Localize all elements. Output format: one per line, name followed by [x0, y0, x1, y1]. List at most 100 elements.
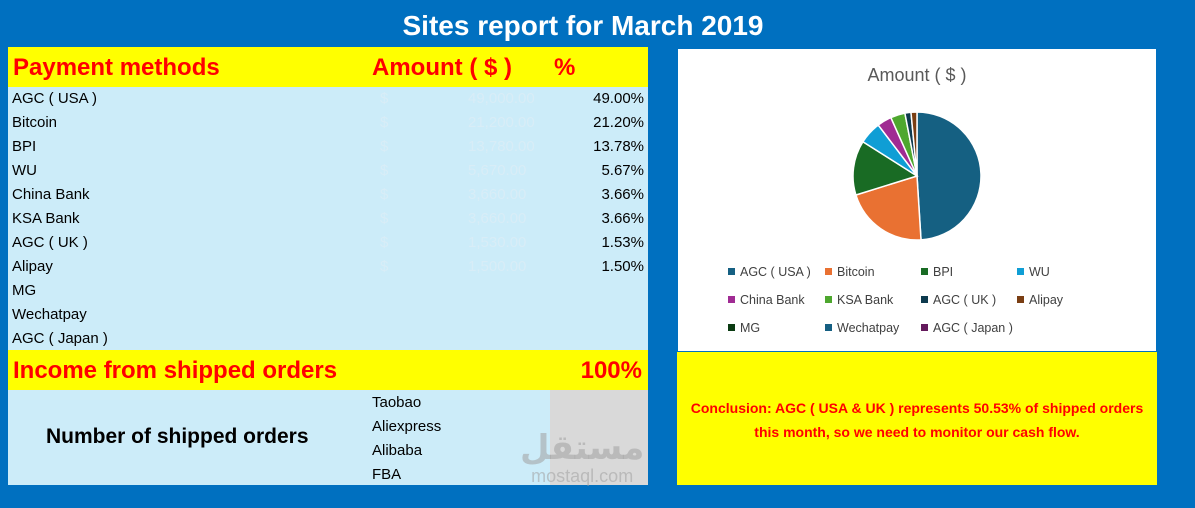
- legend-item: BPI: [921, 265, 953, 279]
- legend-item: KSA Bank: [825, 293, 893, 307]
- payment-method-name: AGC ( USA ): [12, 90, 98, 107]
- currency-symbol: $: [380, 258, 389, 275]
- currency-symbol: $: [380, 90, 389, 107]
- table-row[interactable]: Wechatpay: [8, 303, 648, 327]
- pie-slice[interactable]: [852, 140, 919, 196]
- legend-item: Wechatpay: [825, 321, 899, 335]
- payment-method-name: China Bank: [12, 186, 90, 203]
- legend-item: WU: [1017, 265, 1050, 279]
- table-row[interactable]: Alipay $1,500.00 1.50%: [8, 255, 648, 279]
- table-row[interactable]: KSA Bank $3,660.00 3.66%: [8, 207, 648, 231]
- legend-swatch: [1017, 268, 1024, 275]
- header-percent: %: [554, 54, 576, 81]
- currency-symbol: $: [380, 186, 389, 203]
- legend-swatch: [825, 296, 832, 303]
- conclusion-box: Conclusion: AGC ( USA & UK ) represents …: [677, 352, 1157, 485]
- payment-method-name: AGC ( Japan ): [12, 330, 108, 347]
- chart-title: Amount ( $ ): [867, 65, 967, 85]
- watermark-logo: مستقل mostaql.com: [520, 429, 645, 486]
- legend-label: Alipay: [1029, 293, 1064, 307]
- table-row[interactable]: AGC ( UK ) $1,530.00 1.53%: [8, 231, 648, 255]
- shipped-item: Aliexpress: [372, 418, 442, 435]
- legend-label: WU: [1029, 265, 1050, 279]
- amount-value: 3,660.00: [468, 210, 527, 227]
- legend-item: MG: [728, 321, 760, 335]
- payment-method-name: MG: [12, 282, 37, 299]
- amount-value: 21,200.00: [468, 114, 535, 131]
- table-row[interactable]: BPI $13,780.00 13.78%: [8, 135, 648, 159]
- shipped-item: Taobao: [372, 394, 422, 411]
- percent-value: 49.00%: [593, 90, 644, 107]
- legend-swatch: [728, 324, 735, 331]
- payment-method-name: BPI: [12, 138, 37, 155]
- percent-value: 5.67%: [601, 162, 644, 179]
- income-row: Income from shipped orders 100%: [8, 350, 648, 390]
- percent-value: 1.50%: [601, 258, 644, 275]
- percent-value: 3.66%: [601, 186, 644, 203]
- income-label: Income from shipped orders: [13, 357, 338, 384]
- legend-label: KSA Bank: [837, 293, 894, 307]
- shipped-count-cell[interactable]: [550, 390, 648, 485]
- legend-label: Bitcoin: [837, 265, 875, 279]
- legend-label: AGC ( UK ): [933, 293, 997, 307]
- pie-slice[interactable]: [854, 175, 922, 241]
- legend-label: MG: [740, 321, 761, 335]
- legend-label: AGC ( USA ): [740, 265, 811, 279]
- currency-symbol: $: [380, 210, 389, 227]
- payment-method-name: Alipay: [12, 258, 53, 275]
- table-row[interactable]: China Bank $3,660.00 3.66%: [8, 183, 648, 207]
- legend-item: China Bank: [728, 293, 805, 307]
- payment-method-name: Bitcoin: [12, 114, 58, 131]
- legend-swatch: [921, 268, 928, 275]
- table-row[interactable]: AGC ( USA ) $49,000.00 49.00%: [8, 87, 648, 111]
- amount-value: 49,000.00: [468, 90, 535, 107]
- legend-item: AGC ( Japan ): [921, 321, 1013, 335]
- payment-method-name: AGC ( UK ): [12, 234, 88, 251]
- currency-symbol: $: [380, 162, 389, 179]
- pie-slice[interactable]: [910, 111, 918, 177]
- table-row[interactable]: MG: [8, 279, 648, 303]
- legend-swatch: [728, 268, 735, 275]
- table-row[interactable]: WU $5,670.00 5.67%: [8, 159, 648, 183]
- legend-swatch: [825, 324, 832, 331]
- legend-item: AGC ( USA ): [728, 265, 811, 279]
- legend-label: AGC ( Japan ): [933, 321, 1013, 335]
- legend-swatch: [728, 296, 735, 303]
- payment-method-name: KSA Bank: [12, 210, 80, 227]
- legend-item: Bitcoin: [825, 265, 875, 279]
- shipped-item: Alibaba: [372, 442, 423, 459]
- payment-method-name: WU: [12, 162, 37, 179]
- percent-value: 13.78%: [593, 138, 644, 155]
- amount-value: 13,780.00: [468, 138, 535, 155]
- percent-value: 21.20%: [593, 114, 644, 131]
- income-value: 100%: [580, 357, 642, 384]
- legend-label: BPI: [933, 265, 954, 279]
- amount-value: 1,530.00: [468, 234, 527, 251]
- table-header: Payment methods Amount ( $ ) %: [8, 47, 648, 87]
- header-payment-methods: Payment methods: [13, 54, 220, 81]
- amount-value: 3,660.00: [468, 186, 527, 203]
- amount-value: 1,500.00: [468, 258, 527, 275]
- table-row[interactable]: Bitcoin $21,200.00 21.20%: [8, 111, 648, 135]
- legend-swatch: [1017, 296, 1024, 303]
- payment-table: Payment methods Amount ( $ ) % AGC ( USA…: [8, 47, 648, 485]
- legend-label: Wechatpay: [837, 321, 900, 335]
- currency-symbol: $: [380, 138, 389, 155]
- header-amount: Amount ( $ ): [372, 54, 512, 81]
- legend-label: China Bank: [740, 293, 805, 307]
- percent-value: 3.66%: [601, 210, 644, 227]
- shipped-item: FBA: [372, 466, 402, 483]
- currency-symbol: $: [380, 114, 389, 131]
- legend-swatch: [825, 268, 832, 275]
- currency-symbol: $: [380, 234, 389, 251]
- pie-slice[interactable]: [916, 111, 982, 241]
- shipped-orders-label: Number of shipped orders: [46, 425, 309, 448]
- shipped-orders-list: Taobao Aliexpress Alibaba FBA: [372, 391, 441, 487]
- table-row[interactable]: AGC ( Japan ): [8, 327, 648, 351]
- percent-value: 1.53%: [601, 234, 644, 251]
- conclusion-text: Conclusion: AGC ( USA & UK ) represents …: [690, 400, 1144, 440]
- pie-chart-panel[interactable]: Amount ( $ ) AGC ( USA ) Bitcoin BPI WU Chin…: [678, 49, 1156, 351]
- amount-value: 5,670.00: [468, 162, 527, 179]
- legend-item: Alipay: [1017, 293, 1063, 307]
- pie-chart: [852, 111, 982, 241]
